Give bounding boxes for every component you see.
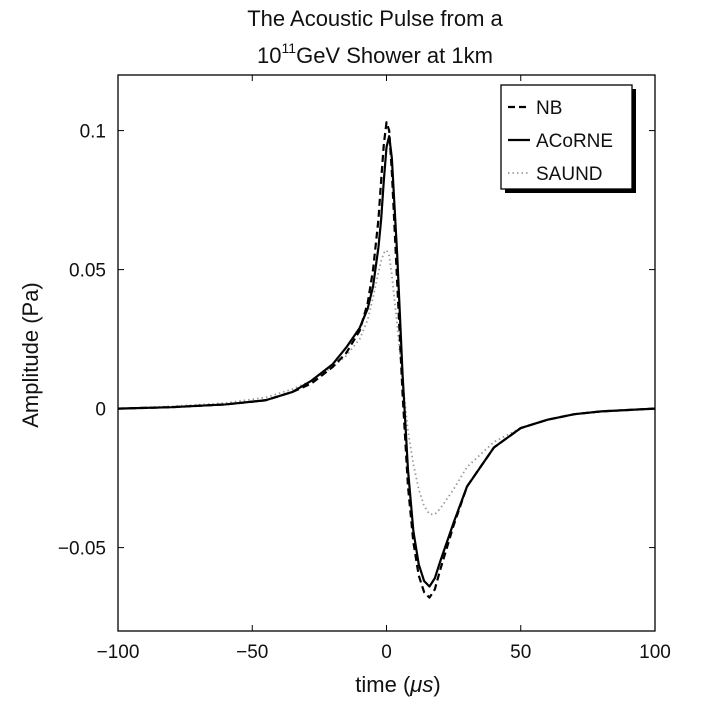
- y-tick-label: 0: [95, 400, 106, 421]
- x-tick-label: 0: [381, 642, 392, 663]
- x-tick-label: 50: [510, 642, 531, 663]
- x-axis-label: time (μs): [355, 672, 440, 697]
- y-axis-ticks: −0.05 0 0.05 0.1: [58, 122, 655, 560]
- chart-title-base: 10: [257, 43, 281, 68]
- y-tick-label: 0.05: [69, 261, 106, 282]
- y-tick-label: 0.1: [80, 122, 106, 143]
- legend-label-saund: SAUND: [536, 164, 603, 185]
- chart-title: The Acoustic Pulse from a 1011GeV Shower…: [247, 6, 503, 68]
- chart-title-rest: GeV Shower at 1km: [296, 43, 493, 68]
- series-line-saund: [117, 249, 656, 516]
- y-axis-label: Amplitude (Pa): [18, 282, 43, 428]
- chart-title-line-2: 1011GeV Shower at 1km: [257, 40, 493, 68]
- legend-box: [500, 84, 633, 190]
- series-line-acorne: [117, 135, 656, 588]
- legend-label-nb: NB: [536, 98, 562, 119]
- chart-title-line-1: The Acoustic Pulse from a: [247, 6, 503, 31]
- x-axis-ticks: −100 −50 0 50 100: [97, 75, 671, 663]
- series-layer: [117, 121, 656, 599]
- y-tick-label: −0.05: [58, 539, 106, 560]
- x-tick-label: −100: [97, 642, 140, 663]
- legend-label-acorne: ACoRNE: [536, 131, 613, 152]
- legend: NB ACoRNE SAUND: [500, 84, 636, 193]
- chart-title-exponent: 11: [282, 40, 297, 56]
- legend-items: NB ACoRNE SAUND: [508, 98, 613, 185]
- x-tick-label: −50: [236, 642, 268, 663]
- x-tick-label: 100: [639, 642, 671, 663]
